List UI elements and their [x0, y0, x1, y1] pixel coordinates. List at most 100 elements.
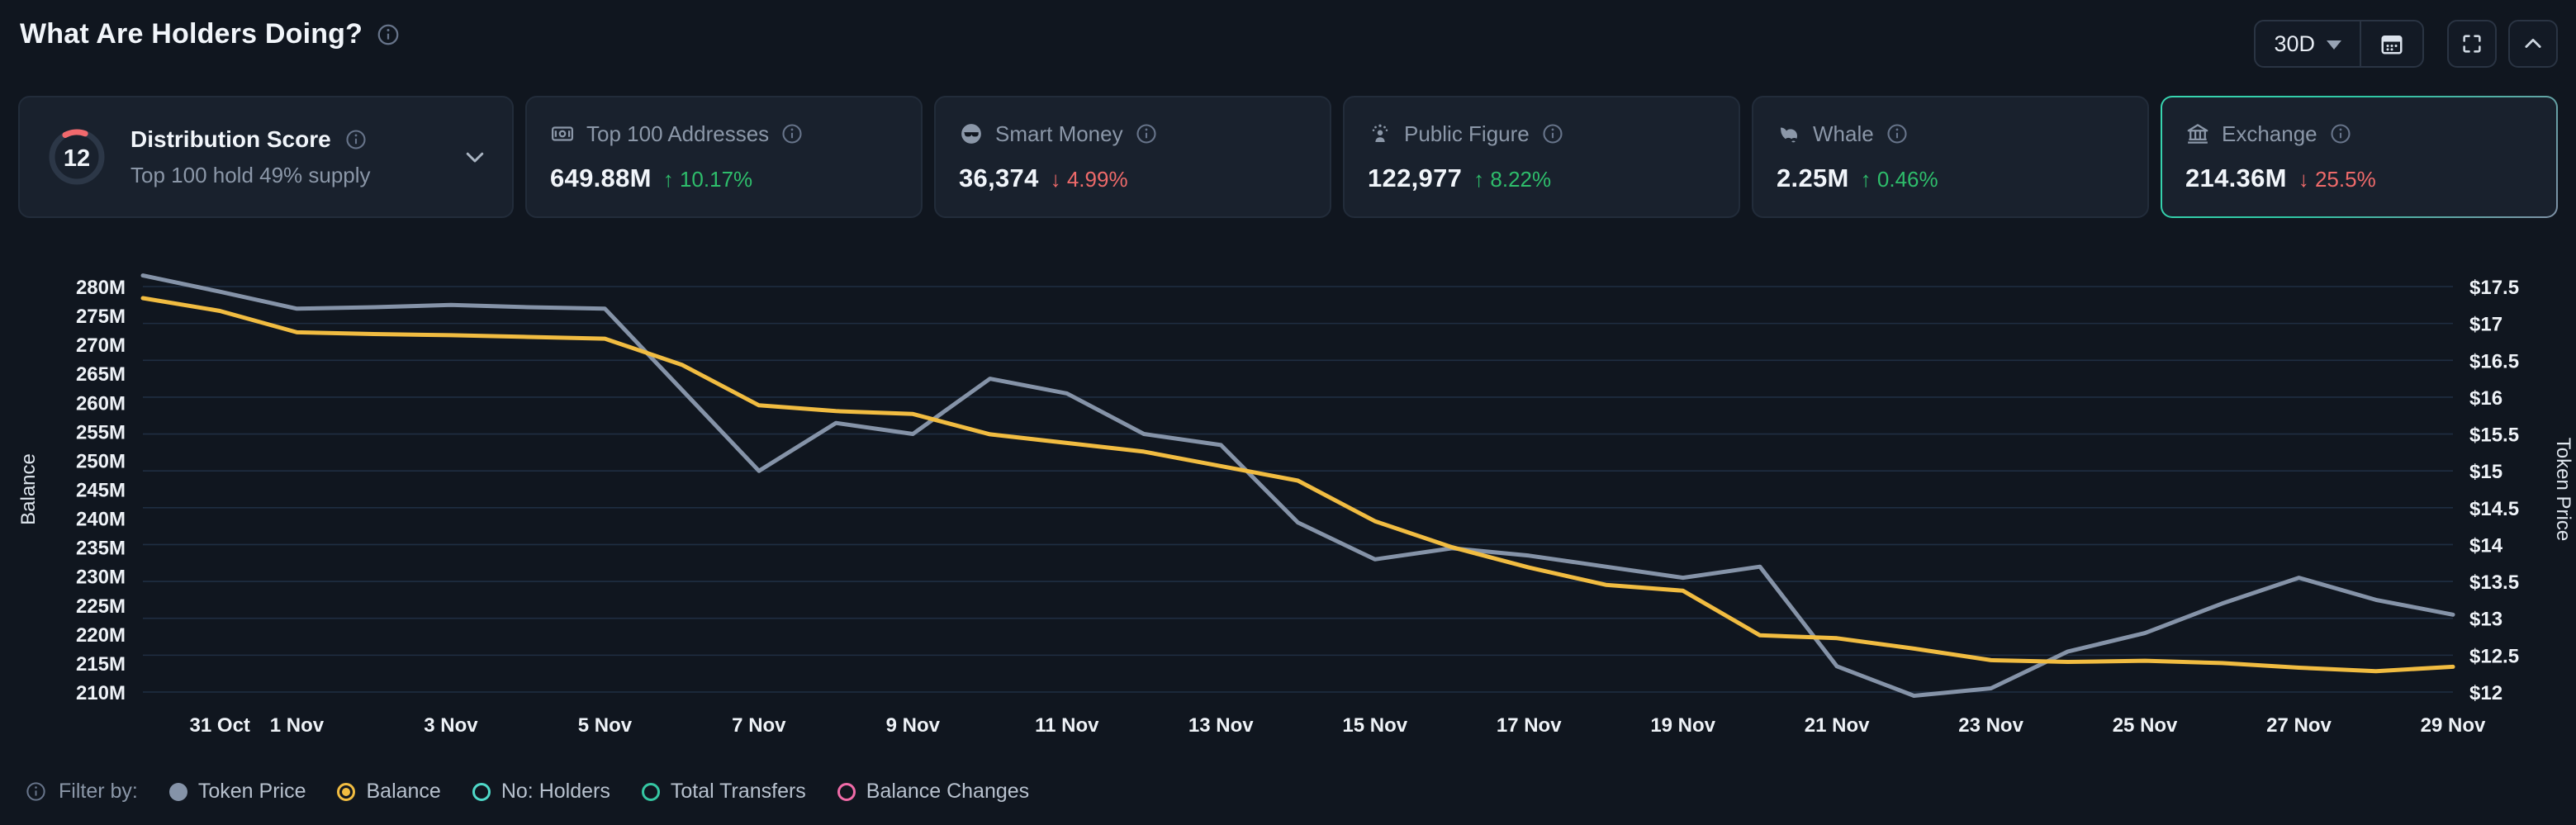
fullscreen-button[interactable] [2447, 20, 2497, 68]
x-axis-tick: 13 Nov [1188, 714, 1254, 737]
left-axis-tick: 250M [76, 450, 126, 472]
filter-balance[interactable]: Balance [337, 780, 441, 804]
stat-info-icon[interactable] [2329, 122, 2352, 145]
chevron-up-icon [2525, 38, 2541, 48]
filter-by-label: Filter by: [59, 780, 138, 803]
range-dropdown[interactable]: 30D [2256, 21, 2360, 66]
public-figure-icon [1368, 121, 1392, 146]
distribution-info-icon[interactable] [344, 128, 368, 151]
stat-value: 122,977 [1368, 163, 1463, 192]
stat-card-exchange[interactable]: Exchange 214.36M ↓ 25.5% [2161, 96, 2558, 218]
x-axis-tick: 21 Nov [1805, 714, 1870, 737]
filter-dot-icon [837, 782, 856, 801]
right-axis-tick: $15 [2469, 461, 2502, 483]
left-axis-tick: 220M [76, 624, 126, 647]
header: What Are Holders Doing? 30D [0, 0, 2576, 86]
x-axis-tick: 29 Nov [2421, 714, 2486, 737]
right-axis-tick: $16.5 [2469, 350, 2519, 372]
page-title: What Are Holders Doing? [20, 18, 363, 50]
right-axis-tick: $14 [2469, 534, 2503, 557]
x-axis-tick: 1 Nov [270, 714, 325, 737]
stat-change: ↑ 10.17% [662, 166, 753, 192]
stat-change: ↑ 8.22% [1473, 166, 1552, 192]
title-info-icon[interactable] [376, 22, 401, 47]
x-axis-tick: 31 Oct [190, 714, 250, 737]
right-axis-tick: $14.5 [2469, 498, 2519, 520]
filter-item-label: No: Holders [500, 780, 610, 803]
stat-label: Public Figure [1404, 121, 1530, 146]
filter-balance-changes[interactable]: Balance Changes [837, 780, 1029, 804]
x-axis-tick: 15 Nov [1342, 714, 1407, 737]
left-axis-tick: 245M [76, 480, 126, 502]
filter-total-transfers[interactable]: Total Transfers [641, 780, 806, 804]
calendar-button[interactable] [2360, 21, 2422, 66]
money-icon [550, 121, 575, 146]
filter-info-icon[interactable] [25, 780, 47, 803]
right-axis-tick: $16 [2469, 387, 2502, 410]
x-axis-tick: 9 Nov [886, 714, 941, 737]
series-line-balance [140, 296, 2455, 674]
stat-value: 214.36M [2185, 163, 2287, 192]
whale-icon [1777, 121, 1801, 146]
right-axis-tick: $12.5 [2469, 645, 2519, 667]
stat-card-top100[interactable]: Top 100 Addresses 649.88M ↑ 10.17% [525, 96, 923, 218]
right-axis-tick: $13.5 [2469, 571, 2519, 594]
stat-info-icon[interactable] [1886, 122, 1909, 145]
stat-label: Whale [1813, 121, 1874, 146]
stat-label: Smart Money [995, 121, 1123, 146]
stat-value: 36,374 [959, 163, 1039, 192]
filter-item-label: Balance [366, 780, 441, 803]
stat-change: ↑ 0.46% [1860, 166, 1938, 192]
stat-cards-row: 12 Distribution Score Top 100 hold 49% s… [18, 96, 2558, 218]
right-axis-tick: $17 [2469, 314, 2502, 336]
distribution-score-label: Distribution Score [130, 126, 331, 152]
chevron-down-icon[interactable] [463, 145, 487, 169]
left-axis-tick: 215M [76, 653, 126, 676]
x-axis-tick: 25 Nov [2113, 714, 2178, 737]
left-axis-title: Balance [17, 453, 40, 525]
filter-dot-icon [641, 782, 660, 801]
filter-token-price[interactable]: Token Price [168, 780, 306, 804]
stat-change: ↓ 4.99% [1050, 166, 1128, 192]
right-axis-title: Token Price [2552, 438, 2574, 541]
x-axis-tick: 19 Nov [1650, 714, 1715, 737]
stat-card-smart-money[interactable]: Smart Money 36,374 ↓ 4.99% [934, 96, 1331, 218]
filter-no-holders[interactable]: No: Holders [472, 780, 610, 804]
x-axis-tick: 5 Nov [578, 714, 633, 737]
distribution-subtitle: Top 100 hold 49% supply [130, 162, 371, 187]
left-axis-tick: 265M [76, 363, 126, 386]
collapse-button[interactable] [2508, 20, 2558, 68]
range-control: 30D [2254, 20, 2424, 68]
left-axis-tick: 280M [76, 277, 126, 299]
stat-value: 2.25M [1777, 163, 1849, 192]
right-axis-tick: $13 [2469, 609, 2502, 631]
stat-info-icon[interactable] [1135, 122, 1158, 145]
filter-item-label: Balance Changes [866, 780, 1030, 803]
stat-info-icon[interactable] [780, 122, 804, 145]
series-line-token-price [140, 273, 2455, 698]
filter-dot-icon [472, 782, 491, 801]
filter-dot-icon [337, 782, 356, 801]
stat-info-icon[interactable] [1541, 122, 1564, 145]
left-axis-tick: 210M [76, 682, 126, 704]
fullscreen-icon [2463, 35, 2481, 53]
left-axis-tick: 235M [76, 538, 126, 560]
stat-label: Exchange [2222, 121, 2317, 146]
stat-value: 649.88M [550, 163, 652, 192]
left-axis-tick: 230M [76, 567, 126, 589]
filter-item-label: Total Transfers [670, 780, 806, 803]
x-axis-tick: 3 Nov [424, 714, 478, 737]
distribution-score-card[interactable]: 12 Distribution Score Top 100 hold 49% s… [18, 96, 514, 218]
left-axis-tick: 255M [76, 421, 126, 443]
stat-card-public-figure[interactable]: Public Figure 122,977 ↑ 8.22% [1343, 96, 1740, 218]
stat-card-whale[interactable]: Whale 2.25M ↑ 0.46% [1752, 96, 2149, 218]
distribution-gauge: 12 [49, 129, 105, 185]
filter-item-label: Token Price [197, 780, 306, 803]
right-axis-tick: $12 [2469, 682, 2502, 704]
filter-dot-icon [168, 782, 187, 801]
stat-change: ↓ 25.5% [2298, 166, 2376, 192]
left-axis-tick: 275M [76, 306, 126, 328]
left-axis-tick: 225M [76, 595, 126, 618]
